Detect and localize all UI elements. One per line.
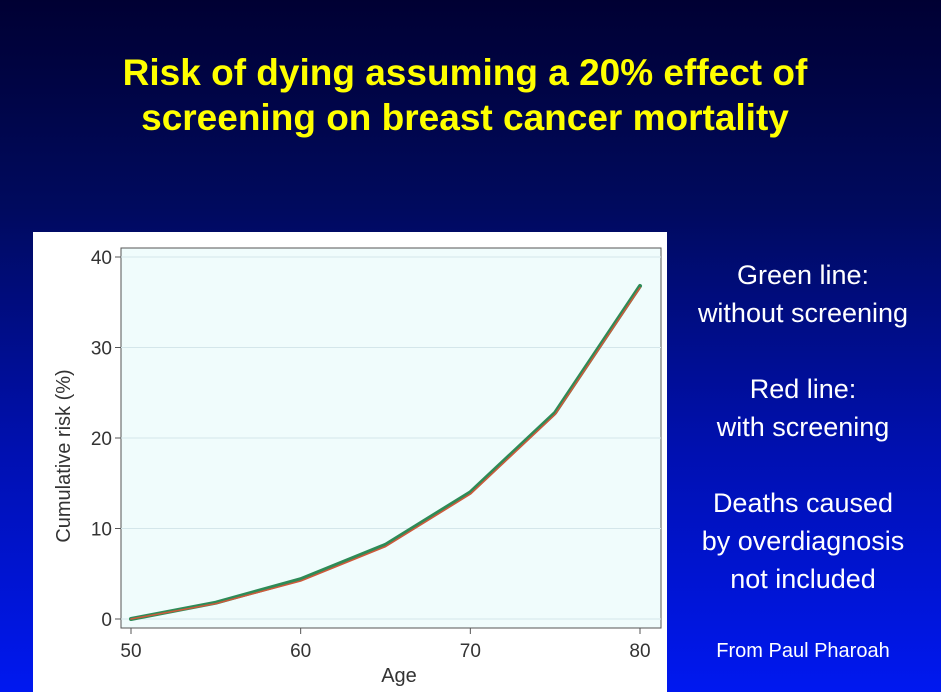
x-tick-label-80: 80 <box>629 641 650 662</box>
title-line-2: screening on breast cancer mortality <box>141 97 789 138</box>
series-line-green <box>129 283 642 621</box>
x-tick-label-60: 60 <box>290 641 311 662</box>
y-axis-label: Cumulative risk (%) <box>53 369 75 542</box>
axes: 0 10 20 30 40 50 60 70 80 <box>91 248 651 662</box>
series-line-red <box>130 286 641 620</box>
y-tick-label-0: 0 <box>101 610 112 631</box>
red-line-note-title: Red line: <box>749 374 857 404</box>
red-line-note-text: with screening <box>716 412 890 442</box>
green-line-note-text: without screening <box>697 298 909 328</box>
green-line-note: Green line: without screening <box>672 256 934 332</box>
chart-panel: 0 10 20 30 40 50 60 70 80 Age Cumulative risk (%… <box>33 232 667 692</box>
red-line-note: Red line: with screening <box>672 370 934 446</box>
line-chart: 0 10 20 30 40 50 60 70 80 Age Cumulative risk (%… <box>53 247 662 687</box>
source-note: From Paul Pharoah <box>716 640 890 662</box>
x-tick-label-70: 70 <box>460 641 481 662</box>
overdiagnosis-note-line-2: by overdiagnosis <box>701 526 905 556</box>
green-line-note-title: Green line: <box>736 260 870 290</box>
y-tick-label-40: 40 <box>91 248 112 269</box>
y-tick-label-20: 20 <box>91 429 112 450</box>
overdiagnosis-note-line-3: not included <box>730 564 876 594</box>
title-line-1: Risk of dying assuming a 20% effect of <box>122 52 808 93</box>
overdiagnosis-note-line-1: Deaths caused <box>712 488 894 518</box>
y-tick-label-30: 30 <box>91 339 112 360</box>
series <box>129 283 642 621</box>
grid <box>121 256 661 620</box>
y-tick-label-10: 10 <box>91 520 112 541</box>
x-axis-label: Age <box>381 665 417 687</box>
overdiagnosis-note: Deaths caused by overdiagnosis not inclu… <box>672 484 934 598</box>
slide-title: Risk of dying assuming a 20% effect of s… <box>20 50 910 140</box>
side-notes: Green line: without screening Red line: … <box>672 256 934 636</box>
x-tick-label-50: 50 <box>120 641 141 662</box>
